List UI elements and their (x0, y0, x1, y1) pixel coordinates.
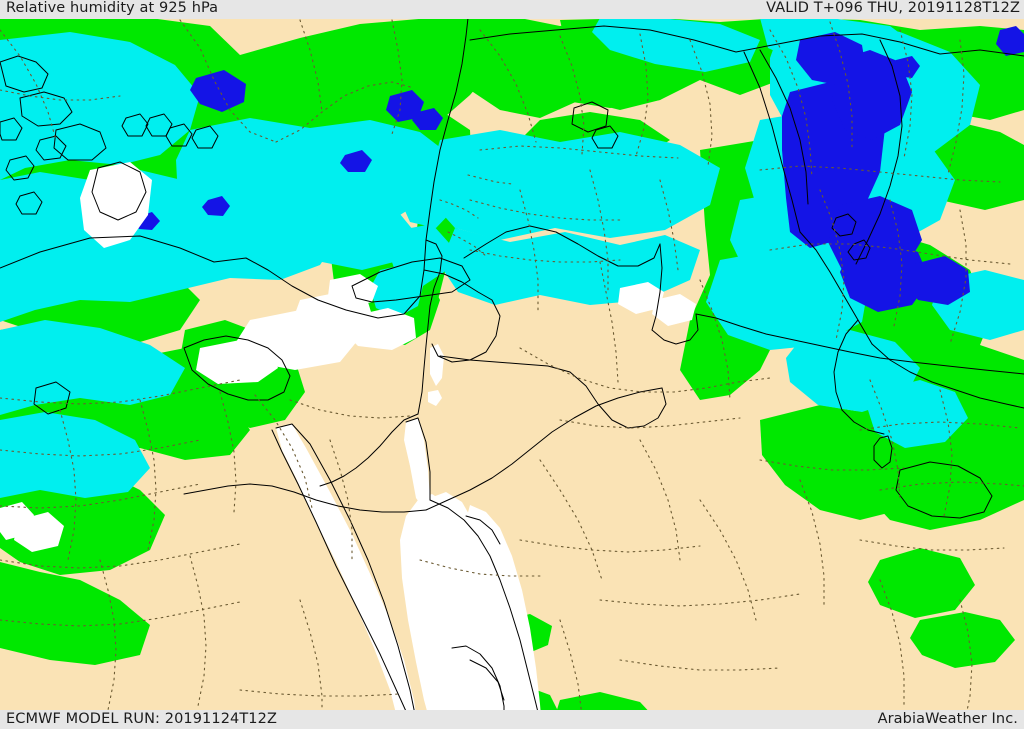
header-bar: Relative humidity at 925 hPa VALID T+096… (0, 0, 1024, 19)
model-run-label: ECMWF MODEL RUN: 20191124T12Z (6, 711, 277, 727)
humidity-band-blue (134, 26, 1024, 312)
page-title: Relative humidity at 925 hPa (6, 0, 219, 16)
low-humidity-white-areas (0, 162, 696, 729)
footer-bar: ECMWF MODEL RUN: 20191124T12Z ArabiaWeat… (0, 710, 1024, 729)
admin-boundaries-layer (0, 19, 1024, 727)
national-borders-layer (0, 17, 1024, 729)
attribution-label: ArabiaWeather Inc. (877, 711, 1018, 727)
valid-time-label: VALID T+096 THU, 20191128T12Z (766, 0, 1020, 16)
